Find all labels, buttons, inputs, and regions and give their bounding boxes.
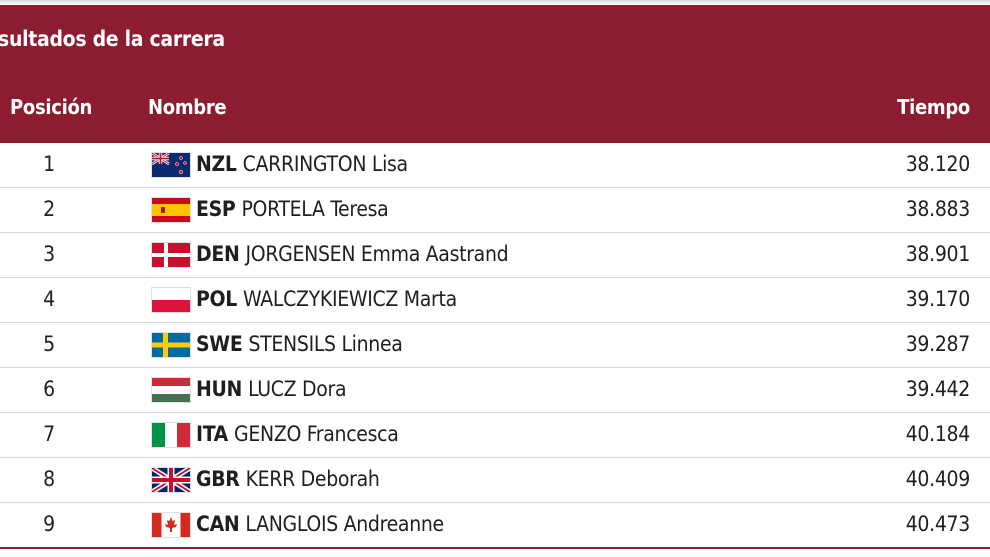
denmark-flag-icon <box>152 243 190 267</box>
athlete-entry: DEN JORGENSEN Emma Aastrand <box>196 242 509 266</box>
results-header: sultados de la carrera Posición Nombre T… <box>0 5 990 143</box>
spain-flag-icon <box>152 198 190 222</box>
column-header-position[interactable]: Posición <box>10 95 93 119</box>
table-row[interactable]: 9 CAN LANGLOIS Andreanne 40.473 <box>0 503 990 549</box>
results-title: sultados de la carrera <box>0 27 225 51</box>
sweden-flag-icon <box>152 333 190 357</box>
athlete-name: LUCZ Dora <box>248 377 347 401</box>
country-code: ITA <box>196 422 229 446</box>
results-table: 1 NZL CARRINGTON Lisa 38.120 2 <box>0 143 990 549</box>
poland-flag-icon <box>152 288 190 312</box>
country-code: POL <box>196 287 238 311</box>
race-time: 38.883 <box>905 197 971 221</box>
table-row[interactable]: 1 NZL CARRINGTON Lisa 38.120 <box>0 143 990 188</box>
athlete-name: WALCZYKIEWICZ Marta <box>243 287 457 311</box>
row-position: 7 <box>43 422 55 446</box>
athlete-entry: GBR KERR Deborah <box>196 467 380 491</box>
italy-flag-icon <box>152 423 190 447</box>
country-code: CAN <box>196 512 240 536</box>
table-row[interactable]: 5 SWE STENSILS Linnea 39.287 <box>0 323 990 368</box>
row-position: 8 <box>43 467 55 491</box>
table-row[interactable]: 8 GBR KERR Deborah 40.409 <box>0 458 990 503</box>
great-britain-flag-icon <box>152 468 190 492</box>
race-time: 39.287 <box>905 332 971 356</box>
hungary-flag-icon <box>152 378 190 402</box>
table-row[interactable]: 2 ESP PORTELA Teresa 38.883 <box>0 188 990 233</box>
table-row[interactable]: 3 DEN JORGENSEN Emma Aastrand 38.901 <box>0 233 990 278</box>
row-position: 3 <box>43 242 55 266</box>
athlete-name: GENZO Francesca <box>234 422 399 446</box>
table-row[interactable]: 4 POL WALCZYKIEWICZ Marta 39.170 <box>0 278 990 323</box>
table-row[interactable]: 7 ITA GENZO Francesca 40.184 <box>0 413 990 458</box>
country-code: NZL <box>196 152 237 176</box>
race-time: 40.473 <box>905 512 971 536</box>
column-header-name[interactable]: Nombre <box>148 95 227 119</box>
row-position: 6 <box>43 377 55 401</box>
row-position: 5 <box>43 332 55 356</box>
athlete-name: PORTELA Teresa <box>241 197 389 221</box>
athlete-entry: ITA GENZO Francesca <box>196 422 399 446</box>
athlete-name: LANGLOIS Andreanne <box>245 512 444 536</box>
race-time: 38.120 <box>905 152 971 176</box>
country-code: HUN <box>196 377 243 401</box>
athlete-entry: POL WALCZYKIEWICZ Marta <box>196 287 457 311</box>
country-code: ESP <box>196 197 236 221</box>
athlete-name: CARRINGTON Lisa <box>242 152 408 176</box>
athlete-entry: NZL CARRINGTON Lisa <box>196 152 408 176</box>
race-time: 40.184 <box>905 422 971 446</box>
row-position: 1 <box>43 152 55 176</box>
top-shadow <box>0 0 990 5</box>
race-time: 39.442 <box>905 377 971 401</box>
athlete-entry: CAN LANGLOIS Andreanne <box>196 512 444 536</box>
athlete-entry: HUN LUCZ Dora <box>196 377 347 401</box>
country-code: SWE <box>196 332 243 356</box>
canada-flag-icon <box>152 513 190 537</box>
athlete-entry: ESP PORTELA Teresa <box>196 197 389 221</box>
row-position: 4 <box>43 287 55 311</box>
race-time: 40.409 <box>905 467 971 491</box>
new-zealand-flag-icon <box>152 153 190 177</box>
column-header-time[interactable]: Tiempo <box>897 95 970 119</box>
athlete-entry: SWE STENSILS Linnea <box>196 332 403 356</box>
athlete-name: KERR Deborah <box>245 467 380 491</box>
athlete-name: JORGENSEN Emma Aastrand <box>245 242 509 266</box>
race-time: 38.901 <box>905 242 971 266</box>
athlete-name: STENSILS Linnea <box>248 332 403 356</box>
row-position: 9 <box>43 512 55 536</box>
country-code: GBR <box>196 467 240 491</box>
row-position: 2 <box>43 197 55 221</box>
race-time: 39.170 <box>905 287 971 311</box>
country-code: DEN <box>196 242 240 266</box>
table-row[interactable]: 6 HUN LUCZ Dora 39.442 <box>0 368 990 413</box>
